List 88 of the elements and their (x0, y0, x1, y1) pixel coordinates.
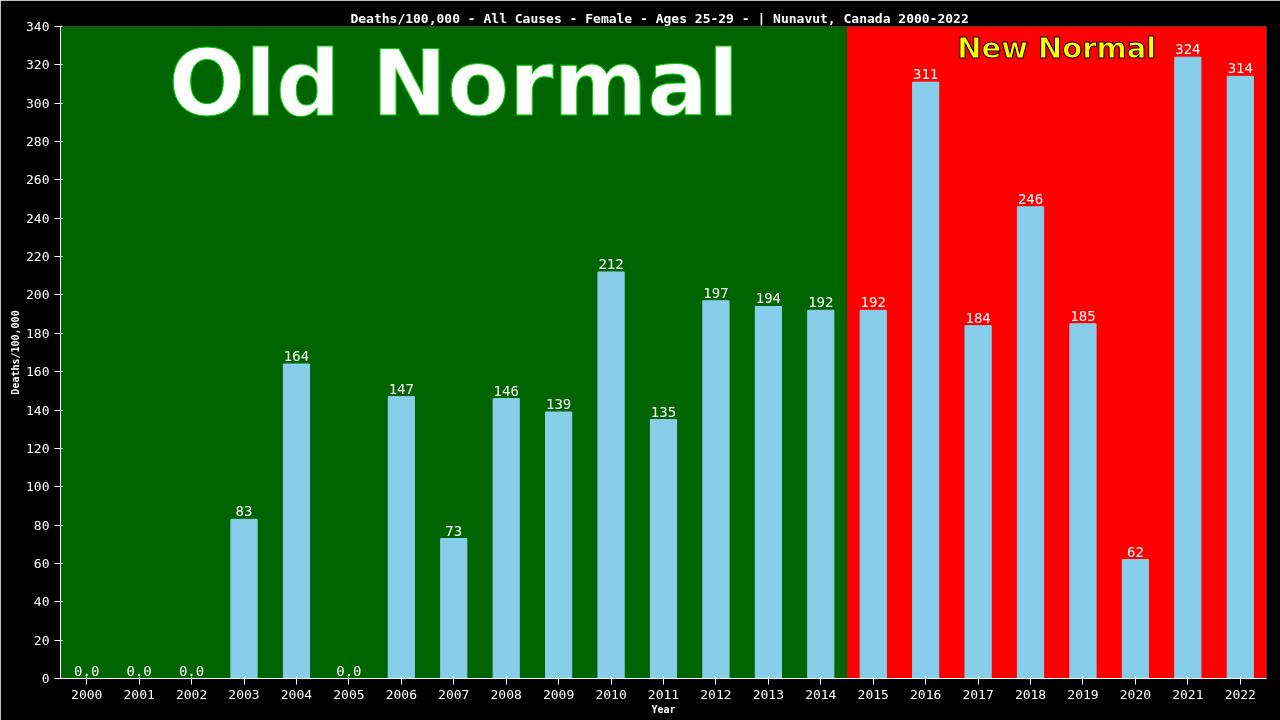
data-label: 184 (965, 309, 991, 326)
chart-title: Deaths/100,000 - All Causes - Female - Ages 25-29 - | Nunavut, Canada 2000-2022 (350, 10, 969, 26)
x-tick-label: 2002 (175, 686, 208, 702)
data-label: 146 (493, 382, 519, 399)
x-tick-label: 2006 (385, 686, 417, 702)
bar (282, 363, 311, 679)
data-label: 0.0 (126, 662, 152, 679)
band-label: New Normal (957, 30, 1157, 65)
bar (754, 305, 782, 679)
data-label: 246 (1017, 190, 1044, 207)
y-tick-label: 140 (26, 402, 50, 418)
bar (492, 398, 520, 679)
x-tick-label: 2010 (595, 686, 627, 702)
y-tick-label: 260 (26, 172, 50, 188)
x-tick-label: 2018 (1014, 686, 1047, 702)
bar (1069, 323, 1097, 679)
data-label: 324 (1175, 41, 1201, 58)
x-tick-label: 2013 (752, 686, 785, 702)
y-tick-label: 340 (26, 19, 50, 34)
x-tick-label: 2021 (1172, 686, 1204, 702)
y-tick-label: 300 (26, 95, 50, 111)
bar (440, 538, 468, 679)
data-label: 185 (1070, 307, 1096, 324)
y-tick-label: 20 (33, 632, 50, 648)
data-label: 314 (1227, 60, 1253, 77)
band-label: Old Normal (168, 30, 739, 136)
x-tick-label: 2014 (805, 686, 837, 702)
bar (1121, 559, 1150, 679)
x-axis-title: Year (651, 703, 676, 715)
bar (230, 518, 258, 679)
data-label: 194 (755, 290, 782, 307)
x-tick-label: 2020 (1119, 686, 1152, 702)
bar (597, 271, 625, 679)
data-label: 192 (860, 294, 886, 311)
bar (649, 419, 678, 679)
x-tick-label: 2017 (962, 686, 994, 702)
data-label: 147 (388, 380, 414, 397)
bar (702, 300, 730, 679)
data-label: 164 (283, 348, 310, 365)
y-tick-label: 280 (26, 134, 50, 150)
y-tick-label: 0 (41, 671, 50, 686)
y-tick-label: 40 (33, 594, 50, 610)
x-tick-label: 2001 (123, 686, 155, 702)
x-tick-label: 2003 (228, 686, 260, 702)
bar (1174, 56, 1202, 679)
y-axis-title: Deaths/100,000 (10, 310, 22, 395)
x-tick-label: 2012 (700, 686, 732, 702)
x-tick-label: 2000 (71, 686, 103, 702)
x-tick-label: 2016 (910, 686, 942, 702)
data-label: 0.0 (336, 662, 362, 679)
bar (387, 396, 415, 679)
x-tick-label: 2005 (333, 686, 365, 702)
x-tick-label: 2004 (280, 686, 313, 702)
x-tick-label: 2019 (1067, 686, 1099, 702)
bar (859, 309, 887, 679)
data-label: 135 (650, 403, 677, 420)
data-label: 0.0 (178, 662, 205, 679)
bar (1226, 75, 1254, 679)
y-tick-label: 220 (26, 249, 50, 265)
x-tick-label: 2007 (438, 686, 470, 702)
data-label: 197 (703, 284, 729, 301)
y-tick-label: 60 (33, 555, 50, 571)
data-label: 62 (1126, 543, 1144, 560)
y-tick-label: 100 (26, 479, 50, 495)
y-tick-label: 200 (26, 287, 50, 303)
data-label: 139 (545, 395, 572, 412)
data-label: 192 (808, 294, 834, 311)
y-tick-label: 120 (26, 440, 50, 456)
x-tick-label: 2009 (542, 686, 575, 702)
data-label: 212 (598, 255, 624, 272)
bar (912, 81, 940, 679)
bar (964, 325, 992, 679)
x-tick-label: 2015 (857, 686, 889, 702)
data-label: 73 (445, 522, 463, 539)
y-tick-label: 80 (33, 517, 50, 533)
data-label: 83 (235, 503, 253, 520)
y-tick-label: 320 (26, 57, 50, 73)
y-tick-label: 240 (26, 210, 50, 226)
bar (545, 411, 573, 679)
x-tick-label: 2008 (490, 686, 522, 702)
bar (1016, 206, 1045, 679)
data-label: 311 (913, 66, 939, 83)
data-label: 0.0 (74, 662, 100, 679)
bar (807, 309, 835, 679)
y-tick-label: 160 (26, 364, 50, 380)
x-tick-label: 2011 (647, 686, 680, 702)
y-tick-label: 180 (26, 325, 50, 341)
x-tick-label: 2022 (1224, 686, 1256, 702)
